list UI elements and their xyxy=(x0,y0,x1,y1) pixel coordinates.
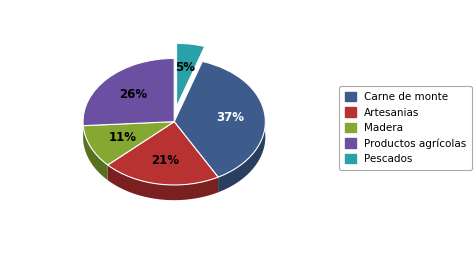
Text: 37%: 37% xyxy=(217,111,245,124)
Text: 11%: 11% xyxy=(109,131,137,144)
Text: 26%: 26% xyxy=(119,88,147,101)
Legend: Carne de monte, Artesanias, Madera, Productos agrícolas, Pescados: Carne de monte, Artesanias, Madera, Prod… xyxy=(339,86,473,170)
Wedge shape xyxy=(177,43,205,107)
Text: 21%: 21% xyxy=(151,154,179,167)
Polygon shape xyxy=(108,165,218,200)
Wedge shape xyxy=(108,122,218,185)
Wedge shape xyxy=(83,58,174,126)
Wedge shape xyxy=(83,122,174,165)
Polygon shape xyxy=(218,117,265,192)
Polygon shape xyxy=(83,126,108,180)
Text: 5%: 5% xyxy=(175,61,195,74)
Wedge shape xyxy=(174,61,265,177)
